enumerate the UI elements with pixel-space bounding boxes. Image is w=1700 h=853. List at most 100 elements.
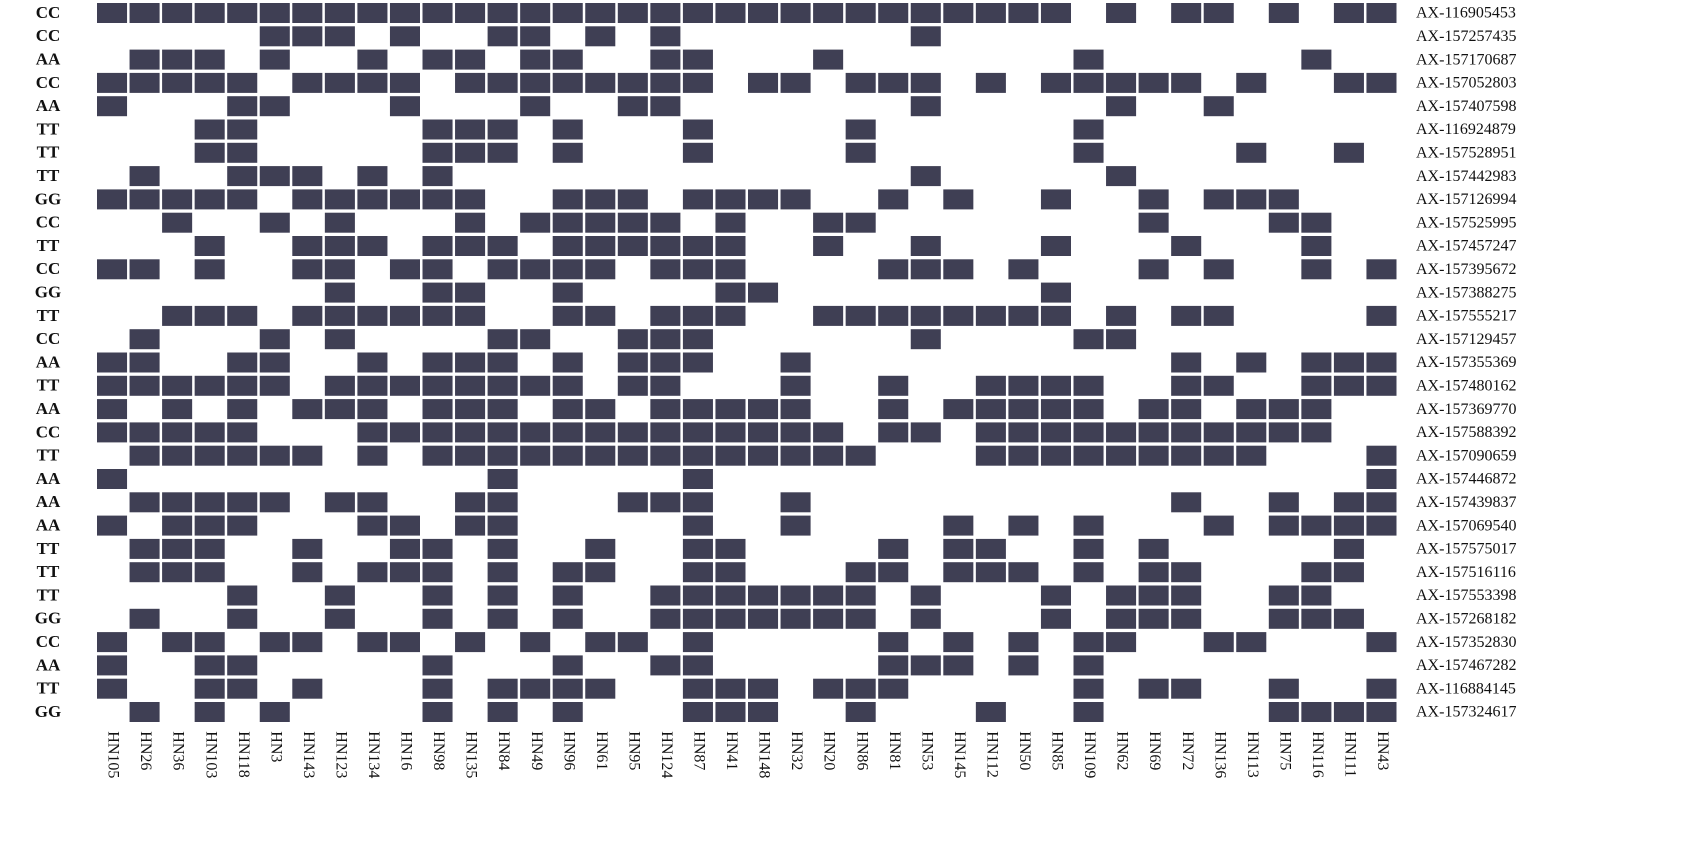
- cell: [1301, 538, 1332, 559]
- genotype-label: TT: [37, 143, 60, 162]
- cell: [259, 142, 290, 163]
- cell: [227, 422, 258, 443]
- cell: [1236, 422, 1267, 443]
- marker-label: AX-157457247: [1416, 238, 1516, 255]
- cell: [552, 96, 583, 117]
- cell: [1203, 212, 1234, 233]
- cell: [194, 142, 225, 163]
- cell: [878, 142, 909, 163]
- cell: [389, 352, 420, 373]
- cell: [324, 282, 355, 303]
- cell: [1203, 562, 1234, 583]
- cell: [878, 329, 909, 350]
- cell: [1040, 236, 1071, 256]
- cell: [682, 608, 713, 629]
- cell: [975, 236, 1006, 256]
- cell: [487, 608, 518, 629]
- cell: [357, 72, 388, 93]
- cell: [585, 562, 616, 583]
- cell: [1301, 352, 1332, 373]
- cell: [1171, 492, 1202, 513]
- cell: [975, 259, 1006, 280]
- cell: [617, 259, 648, 280]
- cell: [324, 259, 355, 280]
- cell: [1106, 189, 1137, 210]
- cell: [585, 538, 616, 559]
- cell: [259, 259, 290, 280]
- cell: [389, 166, 420, 187]
- cell: [1301, 375, 1332, 396]
- cell: [617, 352, 648, 373]
- cell: [1236, 282, 1267, 303]
- cell: [259, 119, 290, 140]
- cell: [845, 3, 876, 23]
- column-label: HN111: [1342, 731, 1359, 777]
- cell: [975, 655, 1006, 676]
- cell: [617, 305, 648, 326]
- genotype-label: GG: [35, 609, 61, 628]
- genotype-label: AA: [36, 50, 61, 69]
- cell: [585, 445, 616, 466]
- cell: [617, 26, 648, 47]
- cell: [97, 96, 128, 117]
- cell: [1106, 422, 1137, 443]
- cell: [975, 585, 1006, 606]
- cell: [1008, 515, 1039, 536]
- cell: [259, 538, 290, 559]
- cell: [194, 702, 225, 722]
- cell: [1333, 538, 1364, 559]
- cell: [162, 282, 193, 303]
- cell: [682, 96, 713, 117]
- cell: [292, 166, 323, 187]
- cell: [487, 702, 518, 722]
- cell: [422, 72, 453, 93]
- cell: [520, 305, 551, 326]
- cell: [292, 189, 323, 210]
- cell: [748, 189, 779, 210]
- cell: [1008, 26, 1039, 47]
- cell: [357, 329, 388, 350]
- cell: [1073, 352, 1104, 373]
- cell: [455, 678, 486, 699]
- genotype-label: CC: [36, 3, 61, 22]
- cell: [1138, 538, 1169, 559]
- cell: [389, 445, 420, 466]
- cell: [617, 3, 648, 23]
- cell: [227, 166, 258, 187]
- cell: [422, 702, 453, 722]
- cell: [650, 608, 681, 629]
- cell: [227, 585, 258, 606]
- cell: [682, 562, 713, 583]
- cell: [1236, 469, 1267, 489]
- cell: [552, 49, 583, 70]
- cell: [194, 305, 225, 326]
- cell: [162, 375, 193, 396]
- cell: [129, 26, 160, 47]
- cell: [455, 655, 486, 676]
- cell: [357, 212, 388, 233]
- cell: [129, 608, 160, 629]
- cell: [1138, 236, 1169, 256]
- cell: [455, 119, 486, 140]
- cell: [357, 26, 388, 47]
- cell: [780, 119, 811, 140]
- cell: [1366, 469, 1397, 489]
- cell: [357, 562, 388, 583]
- cell: [748, 212, 779, 233]
- cell: [1171, 329, 1202, 350]
- cell: [1073, 562, 1104, 583]
- cell: [292, 119, 323, 140]
- cell: [845, 26, 876, 47]
- cell: [552, 632, 583, 653]
- marker-label: AX-157069540: [1416, 517, 1516, 534]
- cell: [1040, 655, 1071, 676]
- cell: [1333, 562, 1364, 583]
- cell: [1008, 375, 1039, 396]
- cell: [1040, 142, 1071, 163]
- cell: [1008, 702, 1039, 722]
- cell: [1171, 469, 1202, 489]
- cell: [1008, 49, 1039, 70]
- cell: [910, 608, 941, 629]
- cell: [878, 492, 909, 513]
- cell: [455, 72, 486, 93]
